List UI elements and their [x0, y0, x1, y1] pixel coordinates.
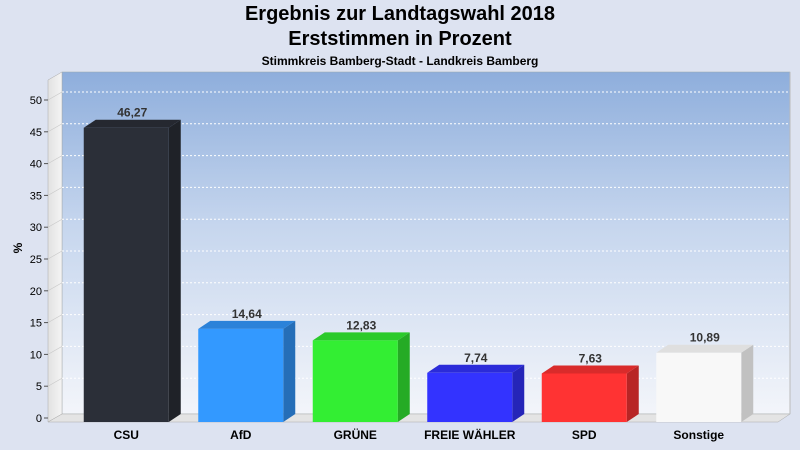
bar-side [283, 320, 296, 422]
y-tick-label: 20 [30, 286, 42, 298]
y-tick-label: 35 [30, 190, 42, 202]
y-tick-label: 50 [30, 95, 42, 107]
bar [656, 352, 742, 422]
y-tick-label: 10 [30, 349, 42, 361]
gridline-wall [47, 250, 63, 260]
gridline-wall [47, 91, 63, 101]
value-label: 14,64 [232, 307, 262, 321]
gridline-wall [47, 282, 63, 292]
gridline-wall [47, 155, 63, 164]
category-label: AfD [230, 428, 252, 442]
chart-region-subtitle: Stimmkreis Bamberg-Stadt - Landkreis Bam… [261, 54, 539, 68]
bar-top [83, 119, 181, 128]
category-label: Sonstige [673, 428, 724, 442]
y-tick-label: 45 [30, 127, 42, 139]
bar-top [312, 332, 410, 341]
y-tick-label: 5 [36, 381, 42, 393]
category-label: CSU [114, 428, 139, 442]
bar [541, 373, 627, 422]
value-label: 10,89 [690, 331, 720, 345]
gridline-wall [47, 187, 63, 196]
bar-top [427, 364, 525, 373]
bar-side [397, 332, 410, 422]
bar-side [168, 119, 181, 422]
y-axis-label: % [11, 242, 25, 253]
bar [312, 340, 398, 422]
bar-top [541, 365, 639, 374]
gridline-wall [47, 218, 63, 228]
y-tick-label: 0 [36, 413, 42, 425]
bar-side [626, 365, 639, 422]
bar-top [198, 320, 296, 329]
y-tick-label: 30 [30, 222, 42, 234]
bar-top [656, 344, 754, 353]
bar [198, 328, 284, 422]
category-label: FREIE WÄHLER [424, 427, 516, 442]
value-label: 7,74 [464, 351, 488, 365]
plot-left-wall [47, 71, 63, 423]
gridline-wall [47, 377, 63, 387]
value-label: 7,63 [579, 351, 603, 365]
bar-side [741, 344, 754, 422]
bar [83, 127, 169, 422]
bar-side [512, 364, 525, 422]
chart-subtitle: Erststimmen in Prozent [288, 28, 512, 50]
gridline-wall [47, 314, 63, 323]
bar [427, 372, 513, 422]
gridline-wall [47, 123, 63, 133]
y-tick-label: 25 [30, 254, 42, 266]
category-label: SPD [572, 428, 597, 442]
y-tick-label: 40 [30, 159, 42, 171]
y-tick-label: 15 [30, 318, 42, 330]
chart-title: Ergebnis zur Landtagswahl 2018 [244, 3, 556, 25]
value-label: 46,27 [117, 106, 147, 120]
value-label: 12,83 [346, 318, 376, 332]
gridline-wall [47, 346, 63, 355]
category-label: GRÜNE [334, 427, 377, 442]
